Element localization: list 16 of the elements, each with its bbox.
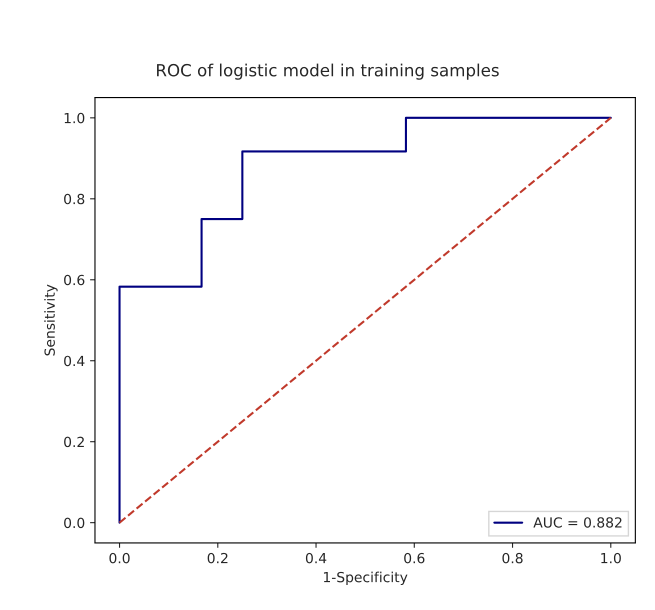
y-tick-label: 1.0 [64, 112, 84, 124]
legend-label: AUC = 0.882 [533, 517, 622, 528]
y-tick-label: 0.2 [64, 436, 84, 448]
y-tick-label: 0.6 [64, 274, 84, 286]
x-axis-title: 1-Specificity [324, 572, 408, 586]
y-tick-label: 0.8 [64, 194, 84, 204]
x-tick-label: 0.8 [502, 552, 523, 564]
x-tick-label: 1.0 [601, 552, 621, 564]
chart-title: ROC of logistic model in training samples [157, 64, 499, 80]
y-axis-title: Sensitivity [44, 284, 58, 356]
y-tick-label: 0.0 [64, 518, 84, 528]
x-tick-label: 0.0 [109, 552, 130, 564]
x-tick-label: 0.4 [306, 552, 326, 564]
x-tick-label: 0.2 [208, 552, 228, 564]
y-tick-label: 0.4 [64, 356, 84, 366]
x-tick-label: 0.6 [404, 552, 424, 564]
